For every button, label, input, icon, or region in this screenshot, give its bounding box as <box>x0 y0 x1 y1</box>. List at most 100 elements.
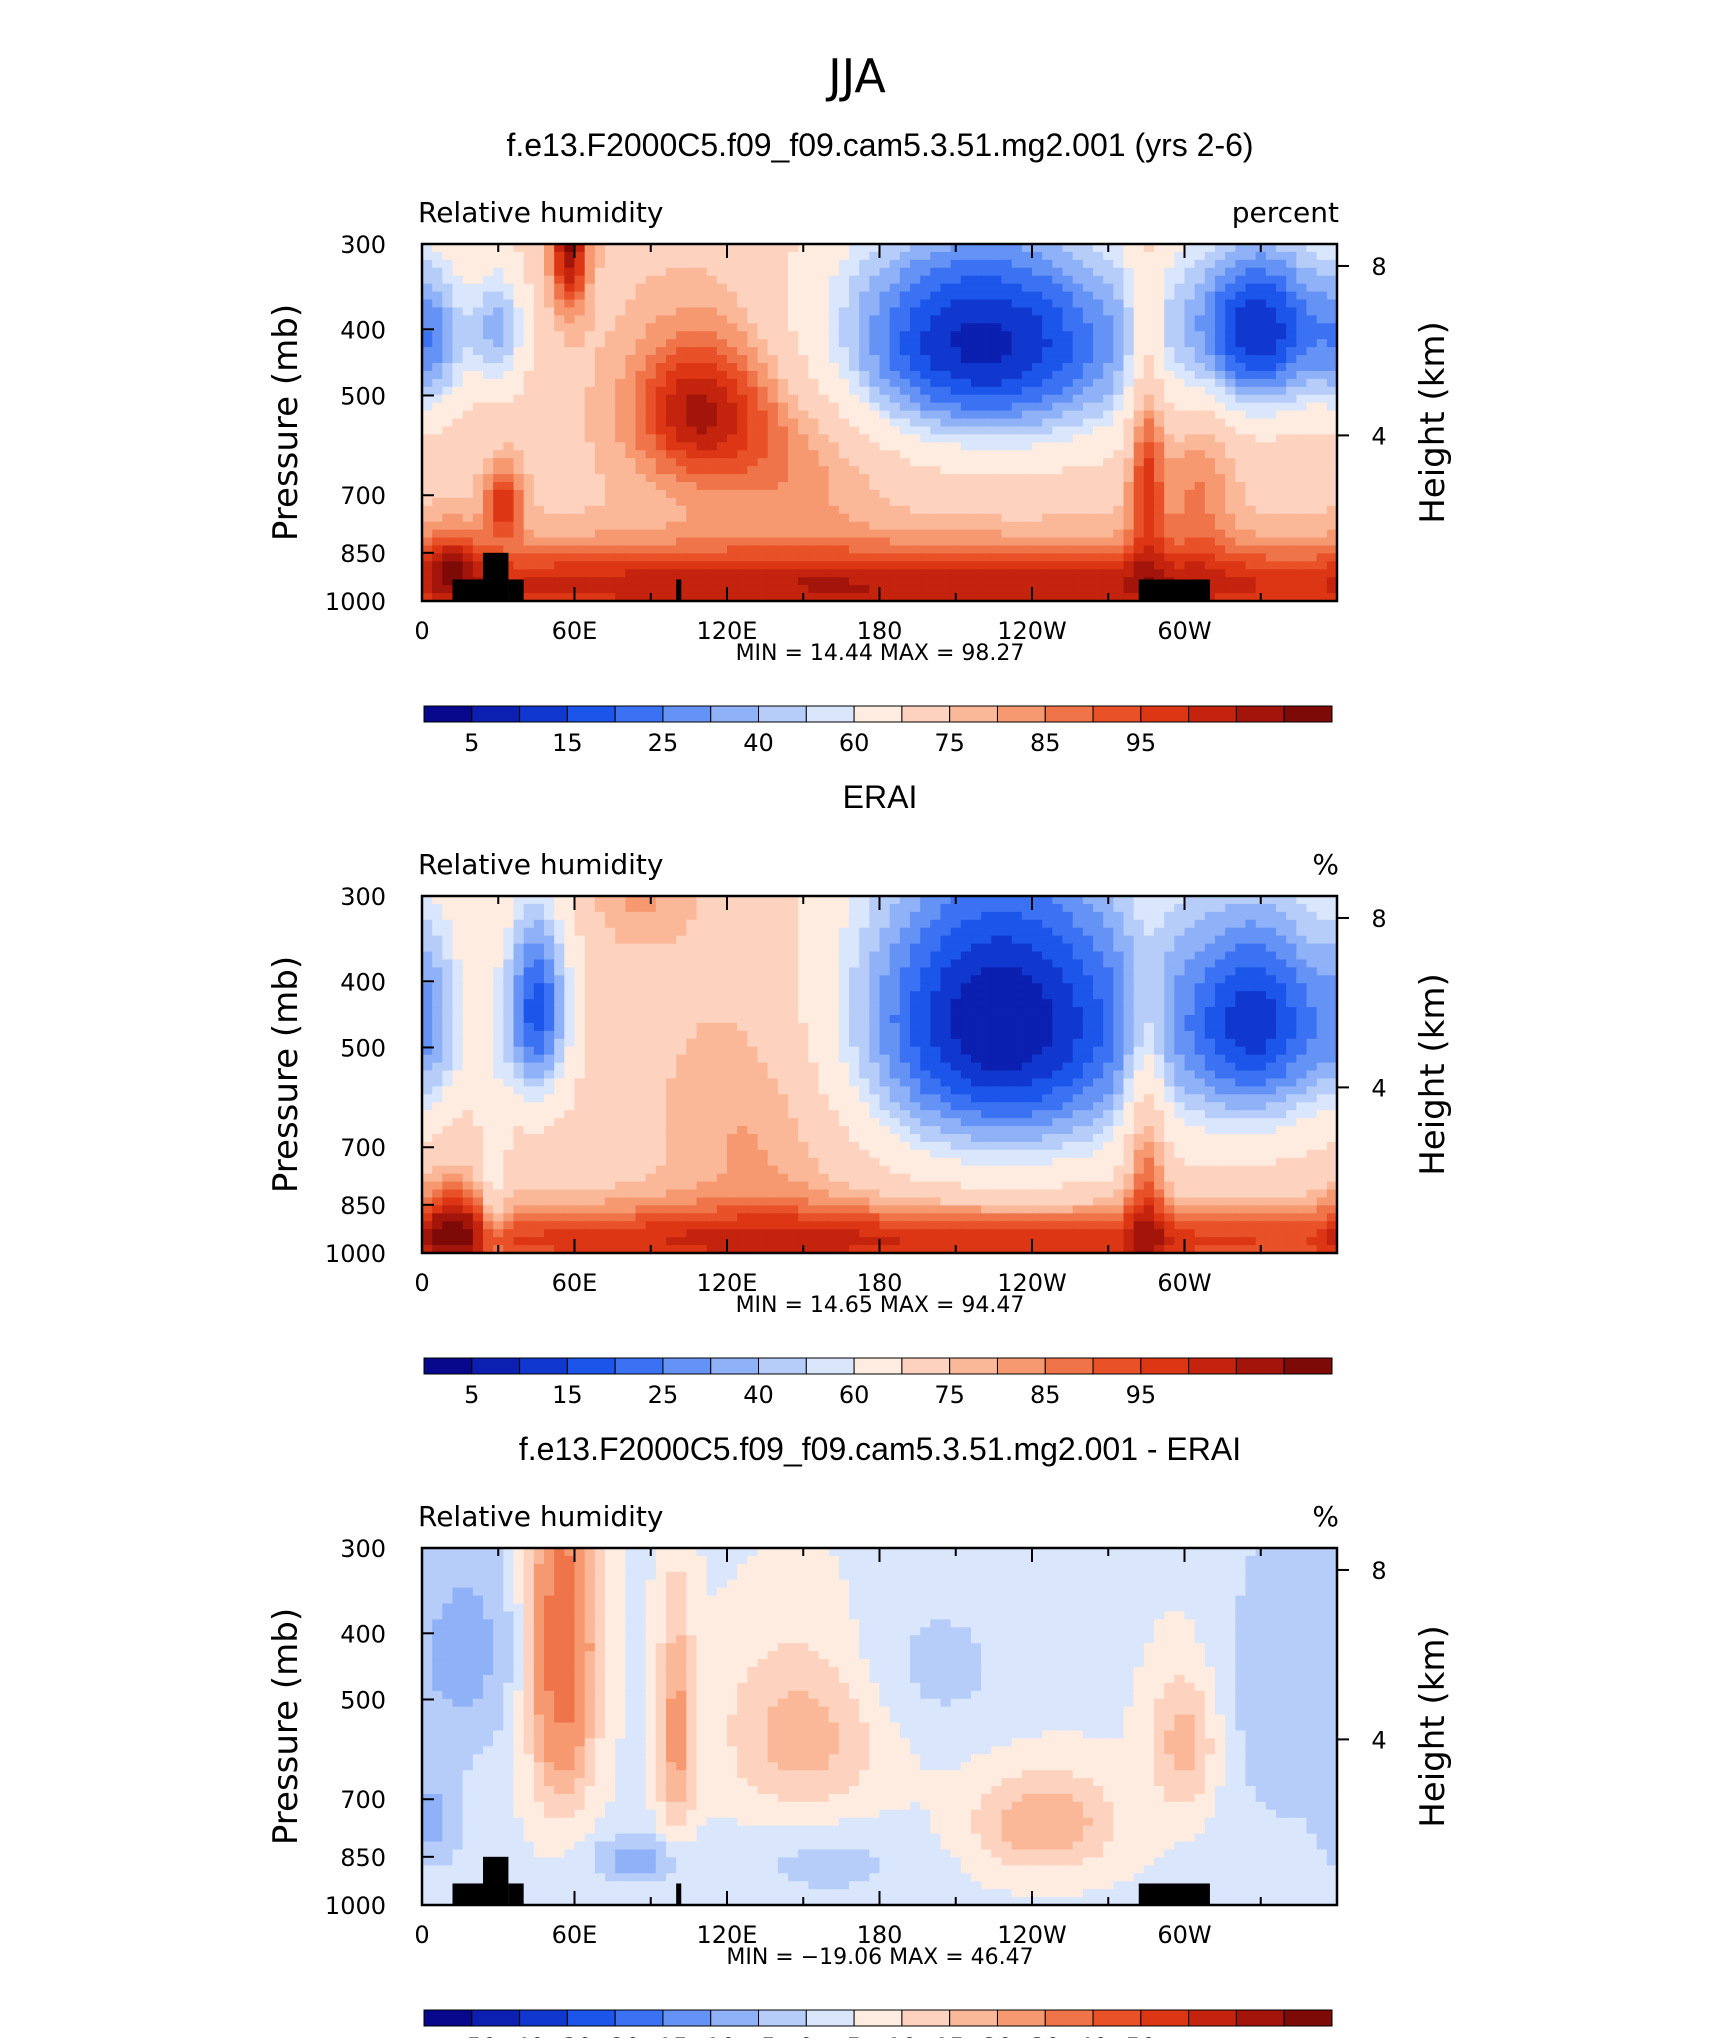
heatmap-cell <box>1052 300 1063 309</box>
heatmap-cell <box>869 585 880 594</box>
heatmap-cell <box>1093 450 1104 459</box>
heatmap-cell <box>910 300 921 309</box>
heatmap-cell <box>1124 403 1135 412</box>
heatmap-cell <box>890 419 901 428</box>
heatmap-cell <box>524 347 535 356</box>
heatmap-cell <box>575 522 586 531</box>
heatmap-cell <box>727 260 738 269</box>
heatmap-cell <box>595 498 606 507</box>
heatmap-cell <box>981 411 992 420</box>
heatmap-cell <box>1103 419 1114 428</box>
heatmap-cell <box>1266 585 1277 594</box>
heatmap-cell <box>564 387 575 396</box>
heatmap-cell <box>473 307 484 316</box>
heatmap-cell <box>737 928 748 937</box>
heatmap-cell <box>808 553 819 562</box>
heatmap-cell <box>1052 514 1063 523</box>
heatmap-cell <box>1154 561 1165 570</box>
heatmap-cell <box>463 371 474 380</box>
heatmap-cell <box>747 944 758 953</box>
heatmap-cell <box>1185 522 1196 531</box>
heatmap-cell <box>595 506 606 515</box>
heatmap-cell <box>778 482 789 491</box>
heatmap-cell <box>981 912 992 921</box>
heatmap-cell <box>554 944 565 953</box>
heatmap-cell <box>1256 339 1267 348</box>
heatmap-cell <box>1286 466 1297 475</box>
heatmap-cell <box>656 426 667 435</box>
heatmap-cell <box>1032 403 1043 412</box>
heatmap-cell <box>1093 315 1104 324</box>
heatmap-cell <box>1215 379 1226 388</box>
heatmap-cell <box>666 514 677 523</box>
heatmap-cell <box>1164 490 1175 499</box>
heatmap-cell <box>991 920 1002 929</box>
heatmap-cell <box>554 244 565 253</box>
heatmap-cell <box>554 466 565 475</box>
heatmap-cell <box>432 506 443 515</box>
heatmap-cell <box>1103 252 1114 261</box>
heatmap-cell <box>534 474 545 483</box>
heatmap-cell <box>656 936 667 945</box>
heatmap-cell <box>1235 284 1246 293</box>
heatmap-cell <box>747 514 758 523</box>
heatmap-cell <box>839 363 850 372</box>
heatmap-cell <box>595 323 606 332</box>
heatmap-cell <box>971 482 982 491</box>
heatmap-cell <box>1256 403 1267 412</box>
heatmap-cell <box>910 371 921 380</box>
heatmap-cell <box>625 260 636 269</box>
heatmap-cell <box>941 490 952 499</box>
heatmap-cell <box>991 912 1002 921</box>
heatmap-cell <box>595 490 606 499</box>
heatmap-cell <box>737 371 748 380</box>
heatmap-cell <box>1246 482 1257 491</box>
heatmap-cell <box>524 284 535 293</box>
heatmap-cell <box>524 928 535 937</box>
heatmap-cell <box>1022 268 1033 277</box>
heatmap-cell <box>432 959 443 968</box>
heatmap-cell <box>1235 585 1246 594</box>
heatmap-cell <box>819 371 830 380</box>
heatmap-cell <box>605 268 616 277</box>
heatmap-cell <box>1134 426 1145 435</box>
heatmap-cell <box>869 331 880 340</box>
heatmap-cell <box>1215 944 1226 953</box>
heatmap-cell <box>737 936 748 945</box>
heatmap-cell <box>1002 466 1013 475</box>
heatmap-cell <box>1103 498 1114 507</box>
heatmap-cell <box>920 928 931 937</box>
heatmap-cell <box>798 545 809 554</box>
heatmap-cell <box>432 553 443 562</box>
heatmap-cell <box>422 553 433 562</box>
heatmap-cell <box>585 339 596 348</box>
heatmap-cell <box>900 363 911 372</box>
heatmap-cell <box>575 538 586 547</box>
heatmap-cell <box>636 315 647 324</box>
heatmap-cell <box>605 458 616 467</box>
heatmap-cell <box>1256 363 1267 372</box>
heatmap-cell <box>737 300 748 309</box>
heatmap-cell <box>758 371 769 380</box>
heatmap-cell <box>839 530 850 539</box>
heatmap-cell <box>636 482 647 491</box>
heatmap-cell <box>890 442 901 451</box>
heatmap-cell <box>1002 339 1013 348</box>
heatmap-cell <box>1063 959 1074 968</box>
heatmap-cell <box>707 490 718 499</box>
heatmap-cell <box>900 347 911 356</box>
heatmap-cell <box>1276 920 1287 929</box>
heatmap-cell <box>768 944 779 953</box>
heatmap-cell <box>1164 506 1175 515</box>
heatmap-cell <box>1246 379 1257 388</box>
heatmap-cell <box>849 450 860 459</box>
heatmap-cell <box>1164 442 1175 451</box>
heatmap-cell <box>951 450 962 459</box>
heatmap-cell <box>1164 363 1175 372</box>
heatmap-cell <box>493 936 504 945</box>
heatmap-cell <box>981 307 992 316</box>
heatmap-cell <box>849 466 860 475</box>
heatmap-cell <box>1012 323 1023 332</box>
heatmap-cell <box>585 260 596 269</box>
heatmap-cell <box>1174 482 1185 491</box>
